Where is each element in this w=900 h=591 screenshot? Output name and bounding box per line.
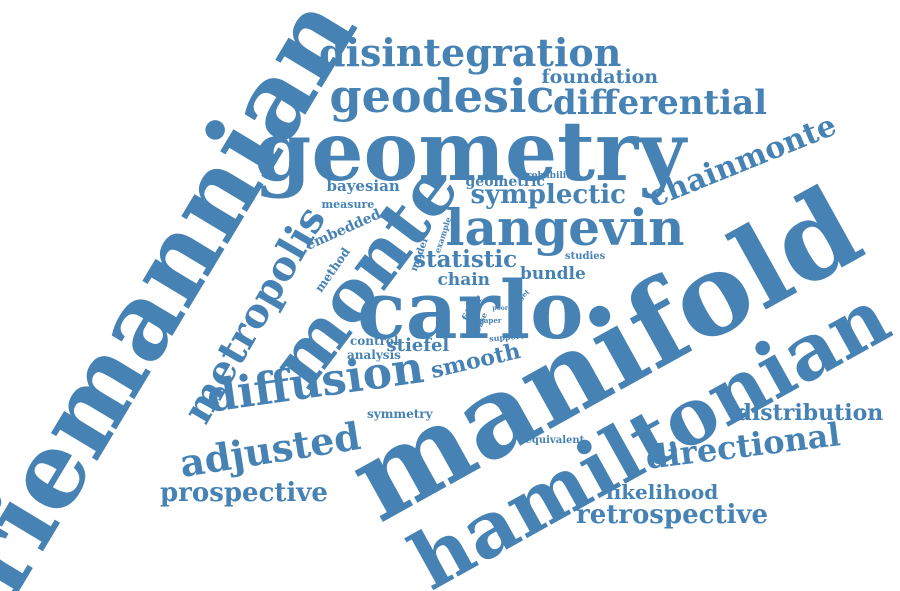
word-chain: chain bbox=[437, 269, 491, 290]
word-bayesian: bayesian bbox=[326, 176, 400, 195]
word-paper: paper bbox=[479, 315, 502, 325]
word-geometric: geometric bbox=[465, 174, 545, 190]
word-disintegration: disintegration bbox=[319, 30, 622, 75]
word-analysis: analysis bbox=[347, 348, 401, 362]
word-symplectic: symplectic bbox=[470, 180, 626, 210]
word-likelihood: likelihood bbox=[606, 480, 719, 504]
word-prospective: prospective bbox=[160, 478, 328, 508]
word-probability: probability bbox=[520, 170, 576, 181]
word-support: support bbox=[488, 330, 524, 344]
word-geometry: geometry bbox=[254, 104, 686, 200]
word-equivalent: equivalent bbox=[525, 435, 585, 446]
word-adjusted: adjusted bbox=[176, 413, 364, 486]
word-distribution: distribution bbox=[736, 400, 884, 426]
word-measure: measure bbox=[321, 197, 375, 211]
word-differential: differential bbox=[553, 83, 768, 123]
word-stiefel: stiefel bbox=[386, 335, 450, 356]
word-foundation: foundation bbox=[541, 65, 659, 88]
word-control: control bbox=[350, 334, 399, 348]
word-bundle: bundle bbox=[520, 263, 586, 284]
word-symmetry: symmetry bbox=[367, 407, 433, 421]
word-geodesic: geodesic bbox=[329, 69, 555, 123]
word-poor: poor bbox=[492, 305, 508, 312]
word-statistic: statistic bbox=[413, 245, 518, 273]
word-langevin: langevin bbox=[445, 198, 685, 257]
word-studies: studies bbox=[565, 251, 606, 262]
word-carlo: carlo bbox=[357, 263, 584, 357]
word-retrospective: retrospective bbox=[576, 500, 769, 530]
